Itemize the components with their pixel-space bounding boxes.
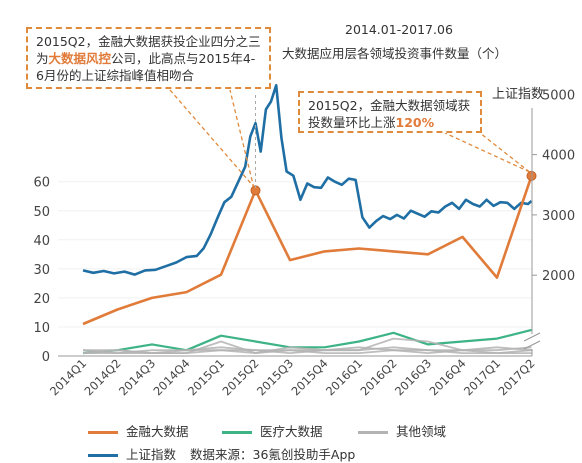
annotation-text: 2015Q2，金融大数据获投企业四分之三为 [36,34,261,66]
data-source: 数据来源：36氪创投助手App [190,447,356,462]
left-tick-label: 60 [33,176,50,191]
right-axis-label: 上证指数 [492,87,545,102]
x-tick-label: 2015Q4 [288,356,330,398]
callout2-pointer [444,132,530,173]
right-tick-label: 2000 [542,269,575,284]
right-tick-label: 3000 [542,209,575,224]
legend-swatch [88,431,118,434]
annotation-text: 公司，此高点与2015年4-6月份的上证综指峰值相吻合 [36,51,256,83]
x-tick-label: 2014Q3 [116,356,158,398]
right-tick-label: 4000 [542,149,575,164]
x-tick-label: 2015Q3 [254,356,296,398]
annotation-highlight: 120% [395,115,435,130]
x-tick-label: 2016Q2 [357,356,399,398]
chart-title: 2014.01-2017.06 [345,22,453,37]
legend-swatch [358,431,388,434]
x-tick-label: 2014Q1 [47,356,89,398]
investment-series [82,170,537,355]
legend-swatch [222,431,252,434]
left-tick-label: 30 [33,263,50,278]
annotation-highlight: 大数据风控 [48,51,112,66]
legend-label: 医疗大数据 [260,424,323,439]
annotation-text: 2015Q2，金融大数据领域获投数量环比上涨 [308,98,471,130]
x-tick-label: 2017Q2 [495,356,537,398]
left-tick-label: 0 [42,350,50,365]
legend-swatch [88,454,118,457]
index-series [82,84,533,276]
left-tick-label: 40 [33,234,50,249]
legend-item-index: 上证指数 [88,444,176,463]
callout-guides [169,89,530,191]
legend-item-medical: 医疗大数据 [222,421,323,440]
medical-line [82,328,532,355]
finance-line [82,175,533,326]
x-tick-label: 2014Q2 [81,356,123,398]
legend-label: 金融大数据 [126,424,189,439]
x-tick-label: 2014Q4 [150,356,192,398]
left-tick-label: 10 [33,321,50,336]
axis-break-icon [523,332,541,350]
annotation-2017q2-growth: 2015Q2，金融大数据领域获投数量环比上涨120% [298,91,482,133]
other-line [82,346,532,355]
x-tick-label: 2016Q1 [323,356,365,398]
x-tick-label: 2016Q4 [426,356,468,398]
legend-label: 其他领域 [396,424,447,439]
chart-subtitle: 大数据应用层各领域投资事件数量（个） [282,46,508,61]
index-line [82,84,533,276]
x-tick-label: 2016Q3 [392,356,434,398]
annotation-2015q2-peak: 2015Q2，金融大数据获投企业四分之三为大数据风控公司，此高点与2015年4-… [26,27,271,89]
right-tick-label: 5000 [542,88,575,103]
x-tick-label: 2017Q1 [461,356,503,398]
callout1-pointer [169,89,255,187]
legend-item-finance: 金融大数据 [88,421,189,440]
x-tick-label: 2015Q2 [219,356,261,398]
legend-label: 上证指数 [126,447,177,462]
left-tick-label: 20 [33,292,50,307]
x-tick-label: 2015Q1 [185,356,227,398]
left-tick-label: 50 [33,205,50,220]
legend-item-other: 其他领域 [358,421,446,440]
